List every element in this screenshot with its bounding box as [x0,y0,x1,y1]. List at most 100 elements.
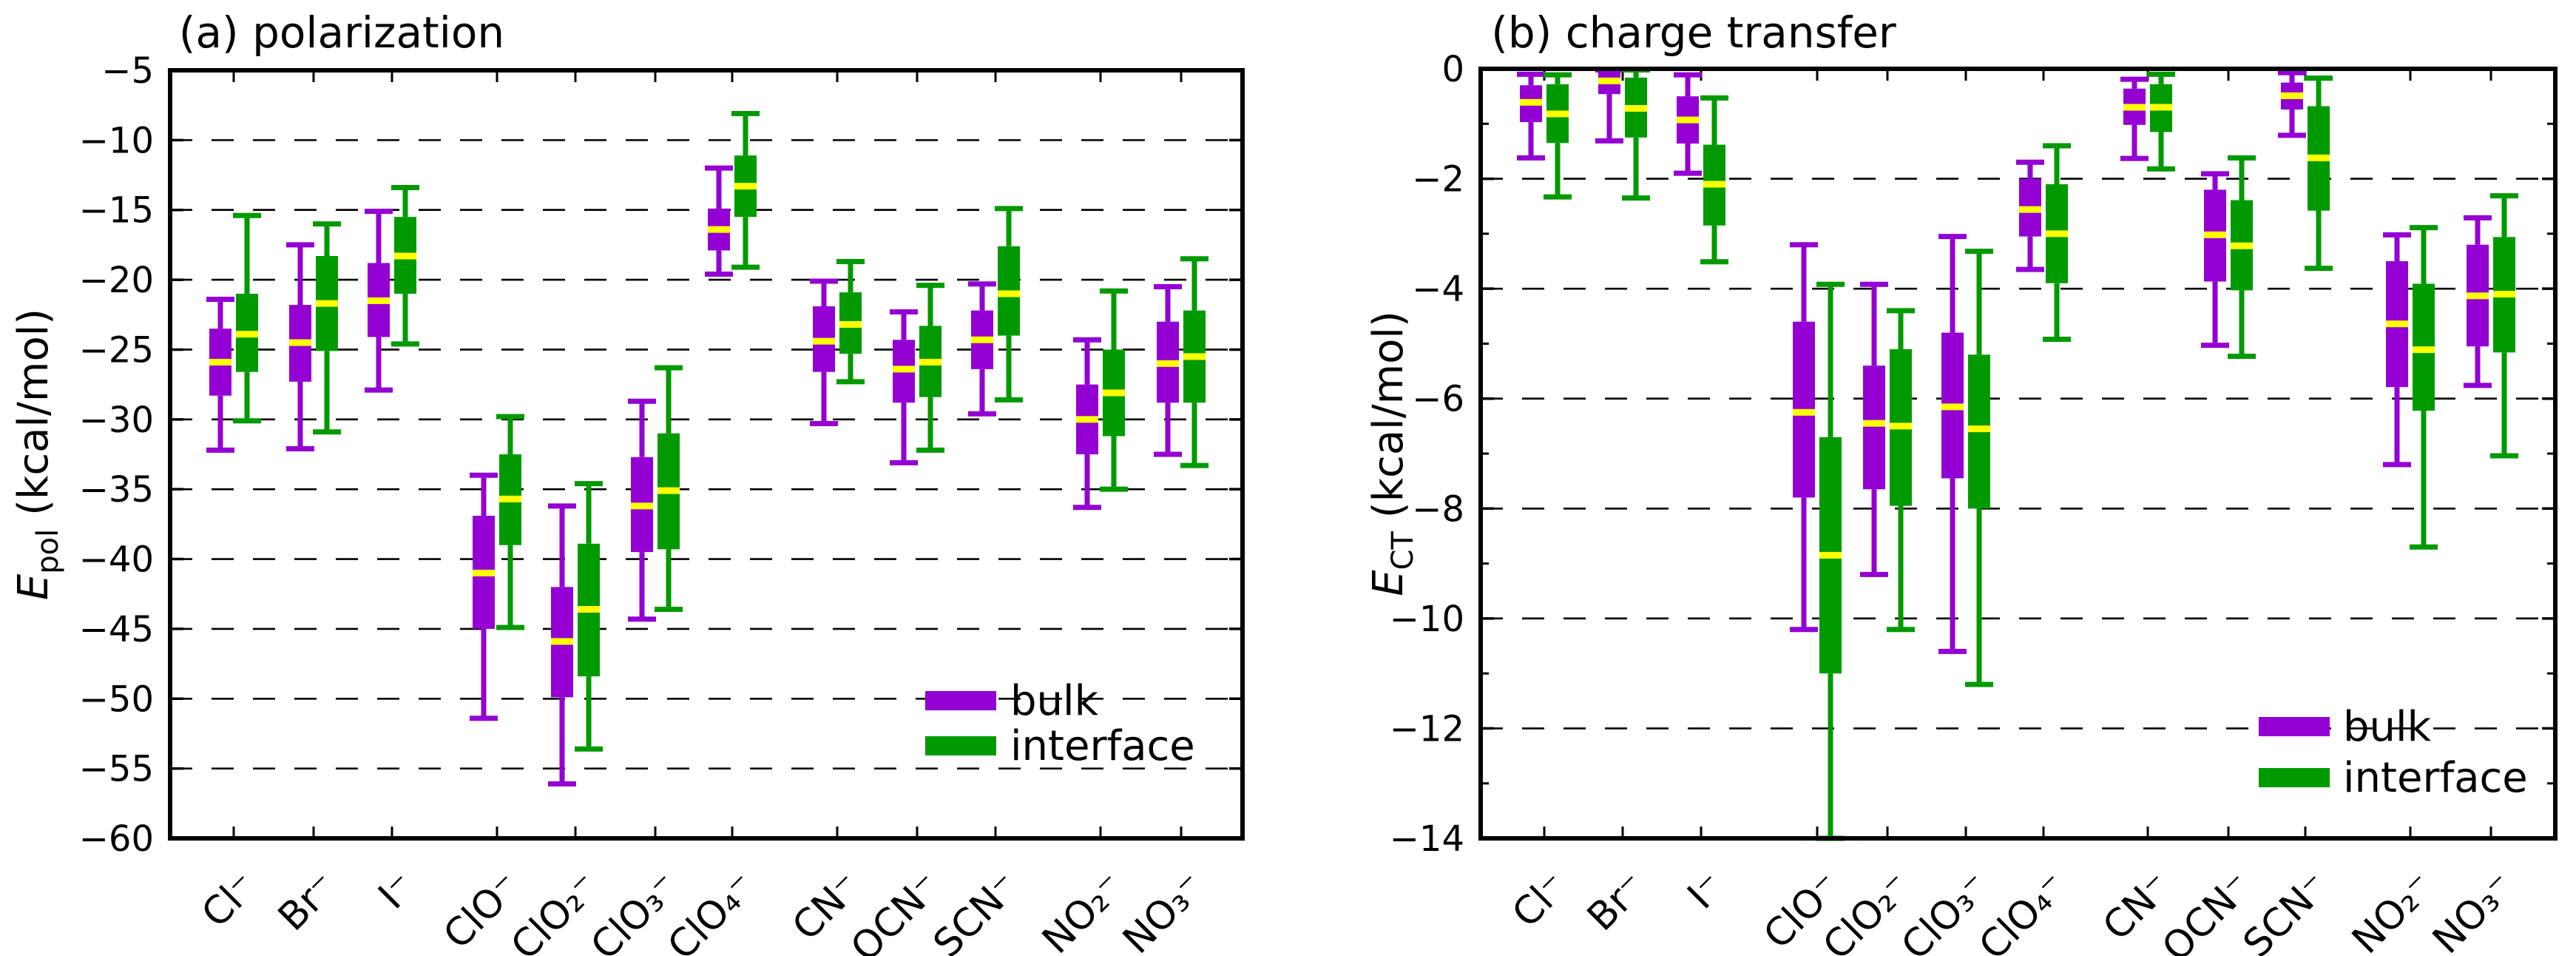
median-line [209,358,231,366]
median-line [499,495,521,502]
box-bulk-ClO [548,503,576,787]
box-interface-I [391,185,419,347]
panel-title: (a) polarization [179,7,504,58]
box-interface-Cl [1544,72,1572,200]
box-interface-SCN [2305,75,2333,272]
box-bulk-Cl [206,297,234,453]
median-line [971,336,993,343]
median-line [1677,116,1699,124]
y-axis-label: Epol (kcal/mol) [10,309,65,600]
box-bulk-NO [2383,232,2411,468]
median-line [1520,98,1542,106]
legend-swatch-interface [2259,768,2330,787]
box-interface-ClO [496,414,524,630]
median-line [473,569,495,576]
median-line [2231,242,2253,249]
box-interface-ClO [655,365,683,612]
median-line [289,339,311,346]
y-tick-label: −30 [79,400,154,441]
median-line [813,337,835,345]
box-interface-NO [1100,288,1128,492]
median-line [839,320,862,328]
box-bulk-NO [1073,337,1101,511]
median-line [1103,389,1125,397]
median-line [2123,104,2146,111]
legend-swatch-bulk [925,691,996,710]
box-interface-OCN [916,283,944,453]
median-line [1703,181,1725,188]
box-interface-ClO [1816,281,1845,841]
box-bulk-SCN [2278,70,2306,138]
median-line [316,300,338,307]
median-line [631,502,653,510]
median-line [1941,403,1964,411]
y-tick-label: −5 [101,50,154,92]
box-interface-Cl [233,212,261,424]
box-interface-OCN [2228,155,2256,360]
box-bulk-ClO [470,472,498,721]
median-line [1625,104,1647,112]
y-tick-label: −55 [79,749,154,790]
median-line [1546,110,1569,118]
y-tick-label: −10 [79,120,154,161]
median-line [1183,353,1206,360]
iqr-box [1863,366,1885,490]
y-tick-label: −20 [79,260,154,301]
median-line [551,638,573,645]
y-tick-label: −45 [79,609,154,650]
median-line [2150,104,2172,111]
y-tick-label: −60 [79,818,154,860]
box-bulk-CN [810,278,838,426]
box-bulk-ClO [1860,281,1888,577]
box-bulk-I [365,209,393,393]
median-line [1793,408,1815,416]
legend-label-bulk: bulk [2343,703,2432,751]
median-line [236,331,258,338]
y-axis-label: ECT (kcal/mol) [1365,311,1420,596]
box-bulk-I [1674,72,1702,176]
median-line [2281,92,2303,99]
median-line [2019,206,2041,213]
median-line [1819,551,1842,559]
median-line [1968,425,1990,433]
y-tick-label: −2 [1412,159,1464,201]
box-bulk-ClO [628,398,656,622]
y-tick-label: 0 [1441,49,1464,90]
plot-border [1478,67,2558,841]
y-tick-label: −6 [1412,379,1464,420]
median-line [734,183,757,190]
y-tick-label: −8 [1412,488,1464,530]
median-line [919,358,942,366]
box-bulk-OCN [2201,171,2229,349]
median-line [2046,230,2068,238]
median-line [893,366,915,373]
box-bulk-NO [1154,284,1182,457]
plot-border [168,68,1245,841]
y-tick-label: −10 [1390,599,1464,640]
box-bulk-ClO [1938,234,1967,654]
box-bulk-OCN [890,309,918,465]
median-line [2308,154,2330,161]
box-interface-NO [2410,225,2438,550]
y-tick-label: −25 [79,329,154,371]
y-tick-label: −35 [79,469,154,511]
median-line [2493,291,2515,298]
box-interface-ClO [2043,143,2071,342]
box-interface-Br [313,221,341,435]
legend-swatch-bulk [2259,717,2330,736]
median-line [1157,360,1179,367]
box-interface-ClO [575,481,603,752]
y-tick-label: −50 [79,679,154,720]
box-bulk-ClO [705,165,733,277]
median-line [1890,423,1912,430]
box-interface-ClO [1887,308,1915,633]
median-line [2467,292,2489,300]
median-line [708,226,730,233]
median-line [657,487,680,494]
box-interface-I [1700,95,1728,265]
median-line [2204,231,2226,238]
box-bulk-Cl [1517,71,1545,161]
box-interface-SCN [995,206,1023,403]
